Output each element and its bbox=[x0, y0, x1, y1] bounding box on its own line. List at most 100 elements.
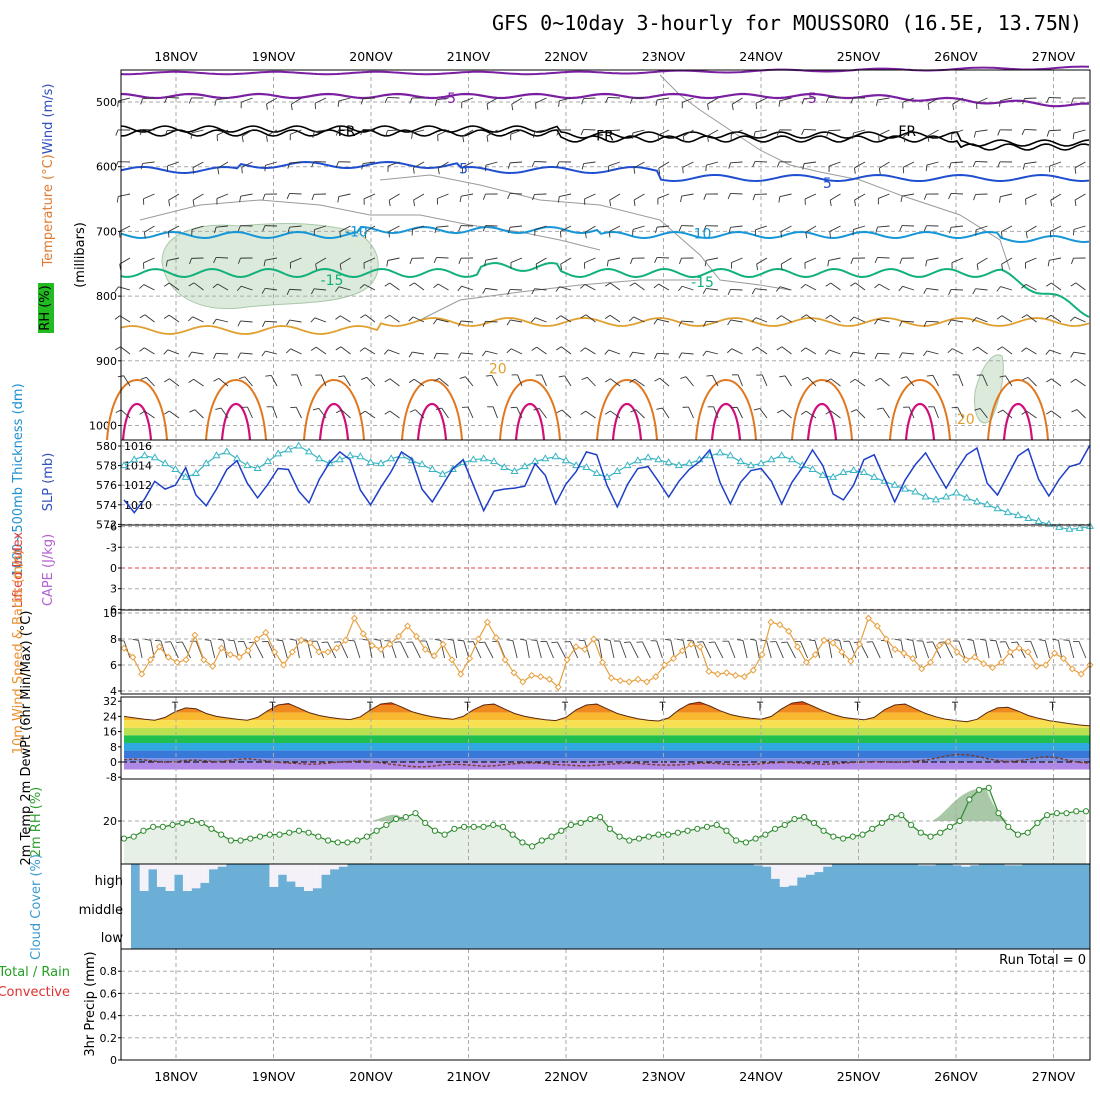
upper-air-ytick-800: 800 bbox=[96, 290, 117, 303]
wind-barb-20-6-staff bbox=[609, 282, 621, 291]
wind-barb-23-6-staff bbox=[681, 285, 694, 291]
wind-barb-2-8-staff bbox=[167, 349, 180, 355]
wind-barb-34-6-flag bbox=[948, 289, 952, 296]
wind10-marker-75 bbox=[785, 627, 793, 635]
wind-barb-20-6 bbox=[604, 282, 621, 291]
wind-barb-28-7-flag bbox=[801, 314, 807, 319]
rh-marker-81 bbox=[907, 821, 915, 829]
thickness-marker-48 bbox=[613, 466, 622, 474]
wind-barb-6-3-flag bbox=[262, 193, 266, 200]
thickness-marker-26 bbox=[387, 454, 396, 462]
wind10-barb-43-staff bbox=[642, 641, 651, 659]
wind10-marker-91 bbox=[926, 658, 935, 666]
wind10-marker-105 bbox=[1051, 649, 1059, 657]
wind-barb-7-2 bbox=[287, 161, 302, 169]
wind-barb-33-9-flag bbox=[926, 374, 933, 377]
wind-barb-11-3 bbox=[388, 193, 400, 207]
wind-barb-18-8-flag bbox=[556, 346, 562, 351]
wind-barb-39-9 bbox=[1070, 378, 1086, 387]
wind-barb-38-5-staff bbox=[1049, 257, 1062, 261]
wind10-barb-40-flag bbox=[604, 639, 611, 641]
wind-barb-5-6-staff bbox=[240, 285, 253, 291]
wind-barb-24-10 bbox=[707, 406, 719, 419]
wind-barb-8-8 bbox=[310, 346, 327, 355]
wind-barb-3-1-flag bbox=[190, 132, 193, 139]
wind-barb-24-1-flag bbox=[707, 135, 709, 142]
wind-barb-15-9-flag bbox=[485, 374, 492, 377]
wind-barb-21-6-staff bbox=[634, 282, 645, 291]
wind-barb-0-10-staff bbox=[120, 409, 131, 419]
wind-barb-35-7-flag bbox=[971, 317, 977, 323]
rh-marker-7 bbox=[188, 817, 196, 825]
thickness-marker-73 bbox=[870, 472, 879, 480]
wind-barb-0-7-flag bbox=[114, 315, 121, 320]
wind-barb-10-6-flag bbox=[359, 284, 365, 289]
wind-barb-24-3-flag bbox=[703, 193, 707, 200]
lifted-index-axis-title: Lifted Index bbox=[11, 531, 26, 608]
wind-barb-19-0-flag bbox=[581, 98, 584, 105]
temp-ytick-24: 24 bbox=[103, 710, 117, 723]
wind-barb-4-3 bbox=[216, 193, 229, 205]
wind-barb-31-2-flag bbox=[878, 168, 881, 175]
wind-barb-12-8-flag bbox=[408, 351, 413, 358]
wind-barb-21-9 bbox=[629, 378, 645, 387]
bottom-date-20nov: 20NOV bbox=[349, 1069, 393, 1084]
wind-barb-11-9-staff bbox=[389, 378, 400, 387]
wind-barb-32-8 bbox=[898, 352, 915, 359]
wind-barb-34-0-staff bbox=[952, 97, 964, 105]
wind-barb-14-2 bbox=[461, 161, 474, 174]
rh-marker-0 bbox=[120, 835, 128, 842]
wind-barb-28-0 bbox=[801, 97, 817, 105]
wind-barb-25-7-staff bbox=[730, 319, 743, 323]
wind-barb-35-1-staff bbox=[975, 129, 988, 133]
wind10-barb-64-flag bbox=[894, 638, 902, 641]
thickness-marker-35 bbox=[479, 454, 488, 462]
wind-barb-37-6-flag bbox=[1021, 284, 1027, 289]
wind10-ytick-10: 10 bbox=[103, 607, 117, 620]
wind-barb-17-10-staff bbox=[538, 408, 547, 419]
wind-barb-5-8-staff bbox=[240, 352, 253, 355]
wind-barb-19-0 bbox=[581, 97, 596, 105]
wind-barb-14-9-flag bbox=[459, 376, 466, 379]
wind-barb-39-2-staff bbox=[1074, 161, 1086, 169]
wind10-marker-53 bbox=[590, 635, 598, 643]
wind-barb-20-10-flag bbox=[605, 410, 611, 415]
top-date-25nov: 25NOV bbox=[837, 49, 881, 64]
wind-barb-23-7-flag bbox=[678, 320, 682, 327]
wind-barb-8-6-staff bbox=[314, 288, 327, 291]
wind-barb-39-4-flag bbox=[1073, 229, 1075, 236]
wind-barb-24-2-flag bbox=[705, 165, 707, 172]
wind-barb-16-8-staff bbox=[511, 348, 523, 355]
wind-barb-23-5-flag bbox=[678, 258, 682, 264]
wind10-barb-78 bbox=[1063, 639, 1075, 659]
wind-barb-30-6-flag bbox=[850, 282, 856, 287]
wind-barb-9-4 bbox=[339, 225, 351, 238]
wind-barb-36-9-staff bbox=[1005, 375, 1013, 387]
wind10-barb-77-staff bbox=[1058, 640, 1063, 659]
wind-barb-4-10 bbox=[215, 407, 229, 419]
thickness-marker-13 bbox=[253, 464, 262, 472]
rh-marker-6 bbox=[179, 819, 186, 827]
wind-barb-4-5-flag bbox=[213, 257, 217, 264]
precip-ytick-2: 0.4 bbox=[100, 1010, 118, 1023]
wind-barb-24-6 bbox=[702, 287, 719, 294]
wind-barb-18-10-flag bbox=[556, 409, 563, 414]
wind10-barb-41 bbox=[613, 640, 627, 659]
wind-barb-39-3-flag bbox=[1074, 199, 1077, 206]
wind-barb-15-1-staff bbox=[486, 129, 498, 137]
wind-barb-32-2 bbox=[902, 161, 915, 174]
cloud-high-clear-21 bbox=[312, 864, 322, 889]
wind-barb-15-2-flag bbox=[484, 165, 487, 172]
wind-barb-37-2 bbox=[1022, 161, 1037, 170]
rh-marker-14 bbox=[256, 833, 264, 840]
rh-marker-5 bbox=[169, 821, 176, 829]
thickness-marker-67 bbox=[808, 465, 817, 473]
wind-barb-34-7 bbox=[947, 319, 964, 326]
cloud-high-clear-73 bbox=[762, 864, 772, 867]
rh-marker-11 bbox=[227, 837, 234, 844]
wind10-barb-42-staff bbox=[629, 641, 639, 659]
wind-barb-28-8 bbox=[800, 347, 817, 355]
temp-band-9 bbox=[124, 762, 1090, 770]
cloud-high-clear-2 bbox=[148, 864, 158, 870]
wind-barb-27-6 bbox=[775, 286, 792, 292]
